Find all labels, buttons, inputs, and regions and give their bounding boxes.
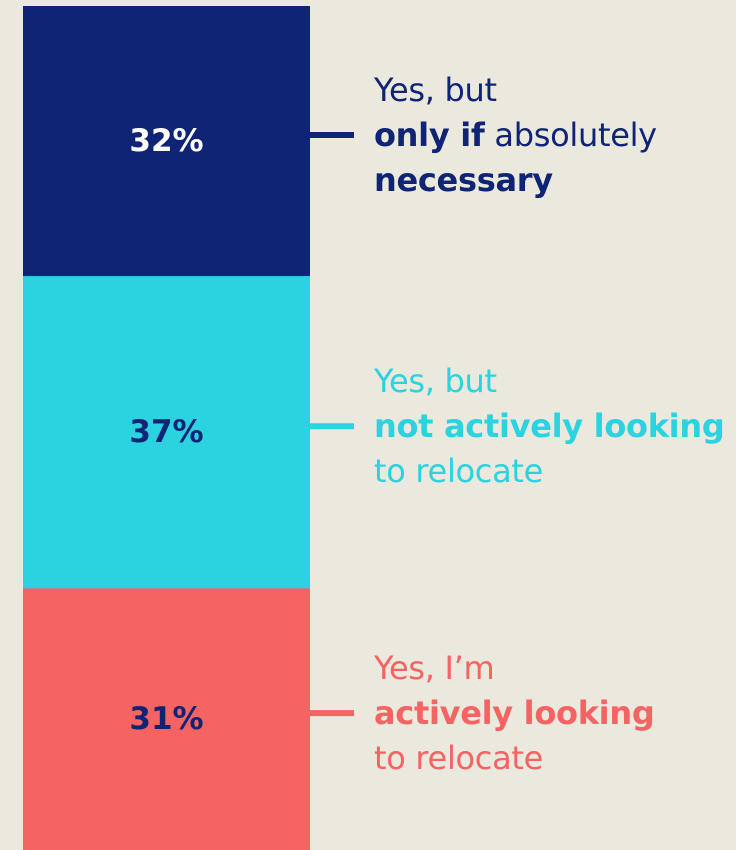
annotation-2: Yes, I’m actively looking to relocate: [374, 646, 734, 781]
annotation-2-line1: Yes, I’m: [374, 648, 495, 687]
annotation-0-line1: Yes, but: [374, 70, 497, 109]
annotation-2-line3: to relocate: [374, 736, 734, 781]
data-label-2: 31%: [129, 701, 203, 737]
annotation-0-line3: necessary: [374, 158, 734, 203]
annotation-1: Yes, but not actively looking to relocat…: [374, 359, 734, 494]
annotation-2-line2-bold: actively looking: [374, 693, 655, 732]
annotation-1-line3: to relocate: [374, 449, 734, 494]
annotation-0-line3-bold: necessary: [374, 160, 553, 199]
annotation-1-line2: not actively looking: [374, 404, 734, 449]
annotation-0-line2-bold: only if: [374, 115, 485, 154]
bar-segment-1: [23, 276, 310, 589]
data-label-0: 32%: [129, 123, 203, 159]
annotation-2-line3-rest: to relocate: [374, 738, 544, 777]
annotation-0: Yes, but only if absolutely necessary: [374, 68, 734, 203]
annotation-2-line2: actively looking: [374, 691, 734, 736]
bar-segment-2: [23, 588, 310, 850]
annotation-1-line3-rest: to relocate: [374, 451, 544, 490]
data-label-1: 37%: [129, 414, 203, 450]
annotation-0-line2: only if absolutely: [374, 113, 734, 158]
annotation-1-line1: Yes, but: [374, 361, 497, 400]
annotation-0-line2-rest: absolutely: [484, 115, 657, 154]
annotation-1-line2-bold: not actively looking: [374, 406, 725, 445]
bar-segment-0: [23, 6, 310, 277]
